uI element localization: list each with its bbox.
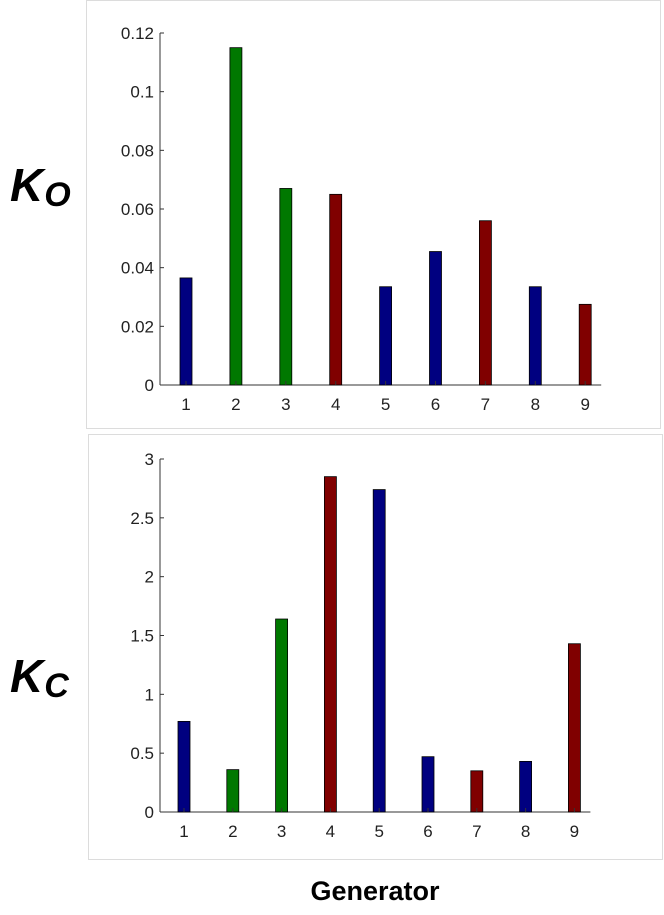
bar-1 <box>177 720 191 813</box>
bar-3 <box>275 618 289 813</box>
y-tick-label: 0.06 <box>121 200 154 219</box>
bar-7 <box>478 220 492 386</box>
y-tick-label: 0.1 <box>130 83 154 102</box>
y-axis-label-kc: KC <box>10 650 69 705</box>
bar-1 <box>179 277 193 386</box>
x-tick-label: 6 <box>423 822 432 841</box>
bar-8 <box>528 286 542 386</box>
x-tick-label: 9 <box>580 395 589 414</box>
y-tick-label: 0.12 <box>121 24 154 43</box>
y-tick-label: 0.02 <box>121 317 154 336</box>
x-tick-label: 1 <box>179 822 188 841</box>
x-tick-label: 2 <box>228 822 237 841</box>
x-axis-label: Generator <box>310 876 440 906</box>
chart-kc: 0 0.5 1 1.5 2 2.5 3 1 2 3 4 5 6 7 8 9 <box>130 450 591 841</box>
bar-5 <box>379 286 393 386</box>
x-tick-label: 9 <box>570 822 579 841</box>
x-tick-label: 5 <box>374 822 383 841</box>
bar-2 <box>226 769 240 813</box>
bar-7 <box>470 770 484 813</box>
x-tick-label: 2 <box>231 395 240 414</box>
y-tick-label: 1 <box>145 685 154 704</box>
y-tick-label: 0 <box>145 803 154 822</box>
x-tick-label: 1 <box>181 395 190 414</box>
y-tick-label: 0.04 <box>121 259 154 278</box>
y-tick-label: 3 <box>145 450 154 469</box>
y-tick-label: 0.5 <box>130 744 154 763</box>
bar-8 <box>519 761 532 813</box>
x-tick-label: 3 <box>277 822 286 841</box>
x-tick-label: 4 <box>326 822 335 841</box>
bar-4 <box>323 476 337 813</box>
y-axis-label-ko: KO <box>10 159 71 214</box>
bar-9 <box>578 303 592 386</box>
x-tick-label: 7 <box>472 822 481 841</box>
bar-5 <box>372 489 386 813</box>
x-tick-label: 8 <box>521 822 530 841</box>
x-tick-label: 5 <box>381 395 390 414</box>
x-tick-label: 6 <box>431 395 440 414</box>
top-panel-frame <box>86 0 661 429</box>
chart-ko: 0 0.02 0.04 0.06 0.08 0.1 0.12 1 2 3 4 5 6 7 8 9 <box>121 24 602 414</box>
x-tick-label: 4 <box>331 395 340 414</box>
bar-9 <box>568 643 581 813</box>
bar-3 <box>279 188 293 386</box>
y-tick-label: 0.08 <box>121 141 154 160</box>
bar-6 <box>421 756 435 813</box>
bar-4 <box>329 193 343 386</box>
x-tick-label: 3 <box>281 395 290 414</box>
x-tick-label: 7 <box>481 395 490 414</box>
y-tick-label: 2 <box>145 568 154 587</box>
bar-6 <box>429 251 442 386</box>
y-tick-label: 1.5 <box>130 627 154 646</box>
y-tick-label: 0 <box>145 376 154 395</box>
x-tick-label: 8 <box>531 395 540 414</box>
y-tick-label: 2.5 <box>130 509 154 528</box>
bar-2 <box>229 47 243 386</box>
